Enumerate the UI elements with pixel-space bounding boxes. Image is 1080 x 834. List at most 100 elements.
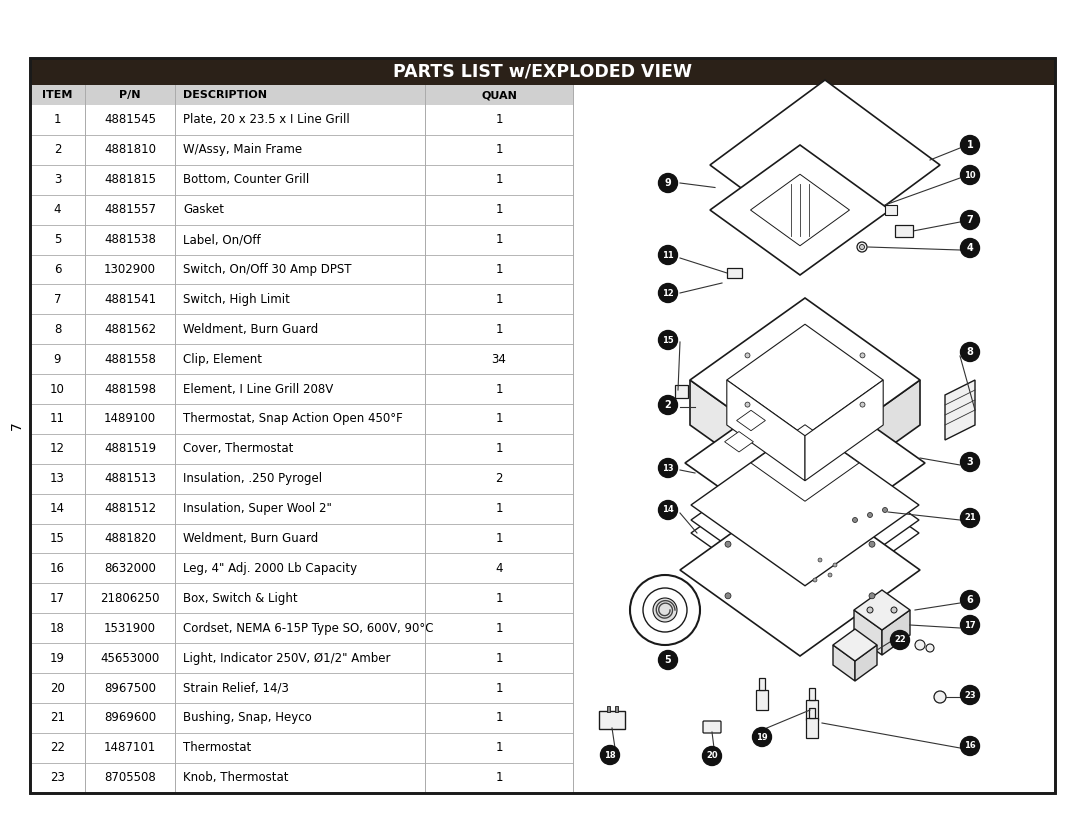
Text: 10: 10 — [50, 383, 65, 395]
Text: QUAN: QUAN — [481, 90, 517, 100]
Text: ITEM: ITEM — [42, 90, 72, 100]
Text: 2: 2 — [54, 143, 62, 156]
Circle shape — [813, 578, 816, 582]
Polygon shape — [854, 590, 910, 630]
Circle shape — [745, 402, 750, 407]
Text: 15: 15 — [50, 532, 65, 545]
Text: 1531900: 1531900 — [104, 622, 156, 635]
Circle shape — [915, 640, 924, 650]
Bar — [885, 205, 897, 215]
Polygon shape — [751, 425, 859, 501]
FancyBboxPatch shape — [809, 708, 815, 718]
Polygon shape — [854, 610, 882, 655]
Text: 22: 22 — [50, 741, 65, 754]
Text: 1: 1 — [496, 383, 503, 395]
Text: 8632000: 8632000 — [104, 562, 156, 575]
Circle shape — [659, 245, 677, 264]
Text: 1: 1 — [496, 442, 503, 455]
Bar — [30, 58, 1055, 792]
Text: 8705508: 8705508 — [104, 771, 156, 784]
Circle shape — [960, 453, 980, 471]
Polygon shape — [945, 380, 975, 440]
Text: 4881562: 4881562 — [104, 323, 157, 336]
Polygon shape — [691, 440, 919, 600]
Text: 1302900: 1302900 — [104, 263, 156, 276]
Text: 2: 2 — [496, 472, 503, 485]
Circle shape — [818, 558, 822, 562]
Text: Weldment, Burn Guard: Weldment, Burn Guard — [183, 532, 319, 545]
Text: 1: 1 — [496, 532, 503, 545]
Text: Weldment, Burn Guard: Weldment, Burn Guard — [183, 323, 319, 336]
Circle shape — [882, 508, 888, 513]
Text: 5: 5 — [54, 233, 62, 246]
Text: 19: 19 — [50, 651, 65, 665]
Bar — [615, 706, 618, 712]
Polygon shape — [855, 645, 877, 681]
Text: 23: 23 — [964, 691, 976, 700]
Text: Switch, High Limit: Switch, High Limit — [183, 293, 289, 306]
Text: 22: 22 — [894, 636, 906, 645]
Text: 23: 23 — [50, 771, 65, 784]
Text: 14: 14 — [50, 502, 65, 515]
Text: 4: 4 — [54, 203, 62, 216]
Text: 4881598: 4881598 — [104, 383, 156, 395]
Polygon shape — [737, 410, 766, 430]
FancyBboxPatch shape — [806, 700, 818, 720]
FancyBboxPatch shape — [759, 678, 765, 690]
Text: 6: 6 — [967, 595, 973, 605]
Text: 1: 1 — [496, 113, 503, 127]
Text: Insulation, Super Wool 2": Insulation, Super Wool 2" — [183, 502, 332, 515]
Circle shape — [659, 651, 677, 670]
Text: Insulation, .250 Pyrogel: Insulation, .250 Pyrogel — [183, 472, 322, 485]
Text: 4: 4 — [967, 243, 973, 253]
Text: Leg, 4" Adj. 2000 Lb Capacity: Leg, 4" Adj. 2000 Lb Capacity — [183, 562, 357, 575]
Text: Knob, Thermostat: Knob, Thermostat — [183, 771, 288, 784]
FancyBboxPatch shape — [806, 718, 818, 738]
Text: 1: 1 — [496, 681, 503, 695]
Text: Box, Switch & Light: Box, Switch & Light — [183, 592, 298, 605]
FancyBboxPatch shape — [895, 225, 913, 237]
Circle shape — [960, 210, 980, 229]
Text: 13: 13 — [662, 464, 674, 473]
Polygon shape — [727, 324, 883, 435]
Text: 45653000: 45653000 — [100, 651, 160, 665]
Text: 1: 1 — [967, 140, 973, 150]
Circle shape — [600, 746, 620, 765]
Text: 8967500: 8967500 — [104, 681, 156, 695]
Text: 1: 1 — [496, 741, 503, 754]
Circle shape — [960, 590, 980, 610]
Text: 9: 9 — [664, 178, 672, 188]
Circle shape — [659, 500, 677, 520]
Circle shape — [659, 284, 677, 303]
Text: 4881541: 4881541 — [104, 293, 157, 306]
Text: 2: 2 — [664, 400, 672, 410]
Circle shape — [725, 541, 731, 547]
Text: Clip, Element: Clip, Element — [183, 353, 262, 365]
Text: 9: 9 — [54, 353, 62, 365]
Circle shape — [860, 353, 865, 358]
Text: 4881538: 4881538 — [104, 233, 156, 246]
Circle shape — [643, 588, 687, 632]
Text: 14: 14 — [662, 505, 674, 515]
Circle shape — [653, 598, 677, 622]
Bar — [30, 58, 1055, 85]
Circle shape — [860, 402, 865, 407]
Text: 11: 11 — [662, 250, 674, 259]
FancyBboxPatch shape — [599, 711, 625, 729]
Text: 4: 4 — [496, 562, 503, 575]
Circle shape — [745, 353, 750, 358]
Circle shape — [960, 343, 980, 361]
Text: 8: 8 — [967, 347, 973, 357]
Circle shape — [891, 607, 897, 613]
Text: 4881545: 4881545 — [104, 113, 156, 127]
Text: 8969600: 8969600 — [104, 711, 157, 725]
Circle shape — [725, 593, 731, 599]
Text: W/Assy, Main Frame: W/Assy, Main Frame — [183, 143, 302, 156]
Text: Bushing, Snap, Heyco: Bushing, Snap, Heyco — [183, 711, 312, 725]
Text: 34: 34 — [491, 353, 507, 365]
Circle shape — [852, 518, 858, 522]
Text: 1: 1 — [496, 143, 503, 156]
Circle shape — [659, 395, 677, 414]
Text: 4881557: 4881557 — [104, 203, 156, 216]
Text: 13: 13 — [50, 472, 65, 485]
